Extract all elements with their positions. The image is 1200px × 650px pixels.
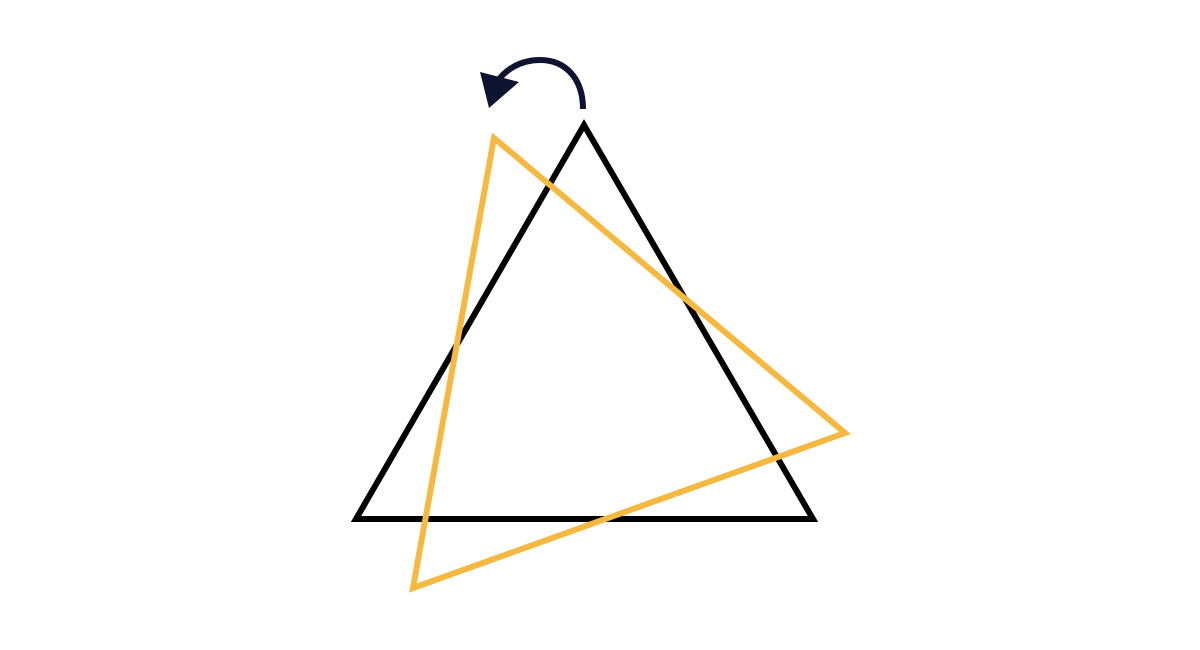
counterclockwise-arrow-icon xyxy=(480,56,586,110)
rotated-triangle xyxy=(409,132,851,593)
arrow-arc xyxy=(494,56,586,110)
arrowhead-icon xyxy=(480,72,519,108)
original-triangle xyxy=(350,119,819,522)
